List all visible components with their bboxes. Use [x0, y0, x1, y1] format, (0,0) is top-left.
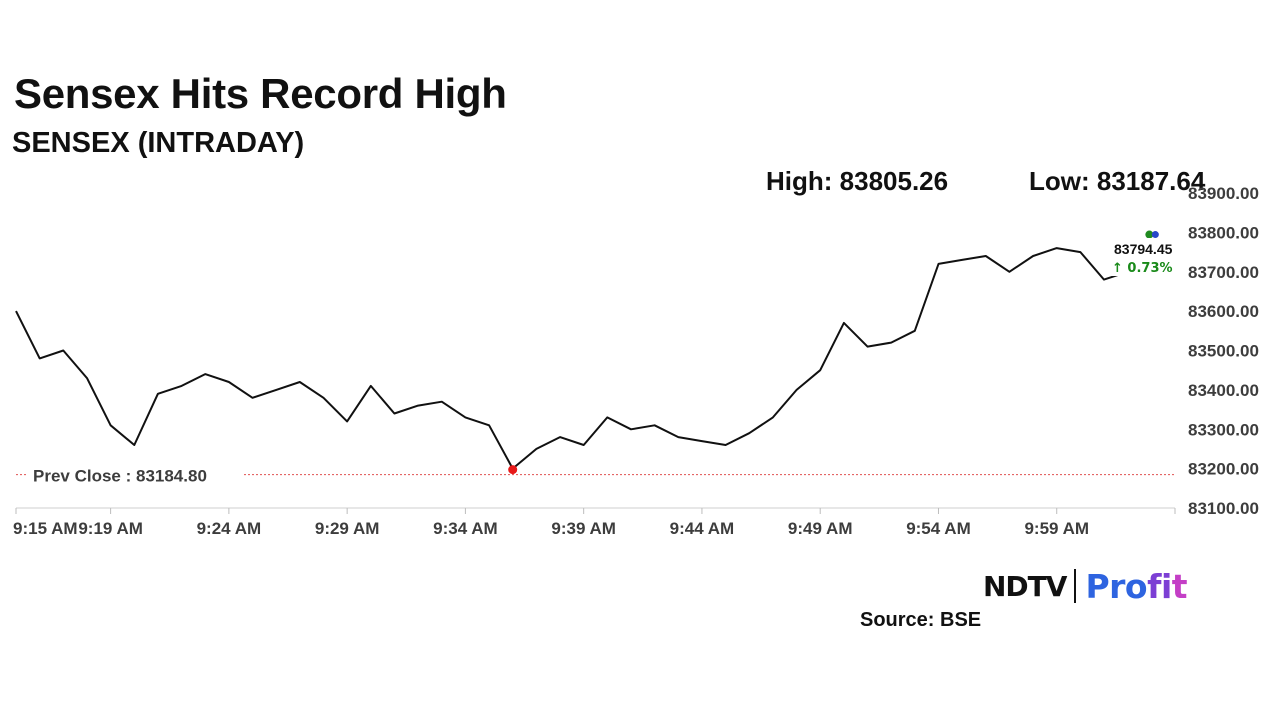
last-point-dot [1145, 230, 1154, 239]
x-tick-label: 9:29 AM [315, 519, 380, 538]
data-point [203, 372, 207, 376]
last-value-box [1110, 238, 1186, 276]
logo-divider [1074, 569, 1077, 603]
data-point [369, 384, 373, 388]
y-tick-label: 83400.00 [1188, 381, 1259, 400]
data-point [1031, 254, 1035, 258]
sensex-price-line [15, 234, 1153, 470]
data-point [818, 368, 822, 372]
y-tick-label: 83100.00 [1188, 499, 1259, 518]
data-point [605, 415, 609, 419]
y-tick-label: 83300.00 [1188, 420, 1259, 439]
data-point [534, 447, 538, 451]
headline: Sensex Hits Record High [14, 70, 507, 117]
prev-close-label-bg [26, 461, 242, 486]
data-point [842, 321, 846, 325]
data-point [463, 415, 467, 419]
data-point [251, 396, 255, 400]
high-value: High: 83805.26 [766, 166, 949, 196]
data-point [61, 349, 65, 353]
y-tick-label: 83700.00 [1188, 263, 1259, 282]
data-point [416, 404, 420, 408]
data-point [1055, 246, 1059, 250]
low-value: Low: 83187.64 [1029, 166, 1206, 196]
x-tick-label: 9:59 AM [1024, 519, 1089, 538]
data-point [392, 412, 396, 416]
ndtv-profit-logo: NDTV Profit [983, 566, 1188, 606]
prev-close-label: Prev Close : 83184.80 [33, 467, 207, 486]
x-tick-label: 9:19 AM [78, 519, 143, 538]
data-point [700, 439, 704, 443]
y-tick-label: 83500.00 [1188, 342, 1259, 361]
data-point [866, 345, 870, 349]
data-point [85, 376, 89, 380]
y-tick-label: 83800.00 [1188, 223, 1259, 242]
data-point [1102, 278, 1106, 282]
data-point [132, 443, 136, 447]
data-point [582, 443, 586, 447]
data-point [1078, 250, 1082, 254]
ndtv-wordmark: NDTV [983, 569, 1067, 603]
x-tick-label: 9:54 AM [906, 519, 971, 538]
data-point [298, 380, 302, 384]
y-tick-label: 83600.00 [1188, 302, 1259, 321]
sensex-intraday-chart: Prev Close : 83184.80 83900.00 83800.00 83… [13, 184, 1259, 538]
x-tick-label: 9:49 AM [788, 519, 853, 538]
data-point [724, 443, 728, 447]
data-point [227, 380, 231, 384]
x-tick-label: 9:39 AM [551, 519, 616, 538]
data-point [487, 423, 491, 427]
data-point [345, 419, 349, 423]
data-point [558, 435, 562, 439]
x-tick-label: 9:44 AM [670, 519, 735, 538]
data-point [795, 388, 799, 392]
chart-subtitle: SENSEX (INTRADAY) [12, 127, 305, 159]
day-low-marker [508, 465, 518, 475]
data-point [109, 423, 113, 427]
data-point [984, 254, 988, 258]
data-point [747, 431, 751, 435]
data-point [1007, 270, 1011, 274]
data-point [274, 388, 278, 392]
data-point [440, 400, 444, 404]
data-point [38, 356, 42, 360]
change-percent-label: ↑ 0.73% [1112, 261, 1173, 276]
data-point [629, 427, 633, 431]
data-point [889, 341, 893, 345]
data-point [936, 262, 940, 266]
last-point-dot-secondary [1151, 231, 1159, 239]
data-point [180, 384, 184, 388]
x-tick-label: 9:34 AM [433, 519, 498, 538]
last-value-label: 83794.45 [1114, 241, 1173, 257]
data-point [156, 392, 160, 396]
data-point [960, 258, 964, 262]
data-point [653, 423, 657, 427]
y-tick-label: 83200.00 [1188, 460, 1259, 479]
data-point [676, 435, 680, 439]
data-point [771, 415, 775, 419]
x-tick-label: 9:15 AM [13, 519, 78, 538]
data-point [913, 329, 917, 333]
y-tick-label: 83900.00 [1188, 184, 1259, 203]
x-tick-label: 9:24 AM [197, 519, 262, 538]
data-point [14, 309, 18, 313]
data-point [321, 396, 325, 400]
source-note: Source: BSE [860, 609, 982, 631]
profit-wordmark: Profit [1085, 566, 1188, 606]
